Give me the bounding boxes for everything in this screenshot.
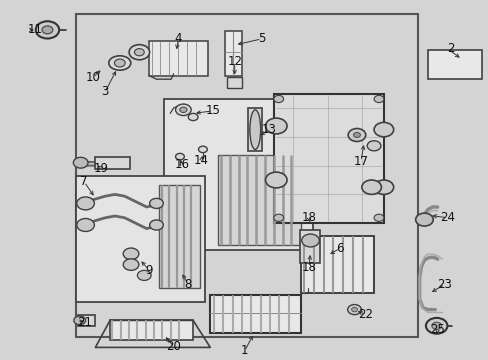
Bar (76, 176, 205, 302)
Bar (224, 31, 242, 76)
Ellipse shape (42, 26, 53, 34)
Circle shape (373, 122, 393, 137)
Text: 16: 16 (174, 158, 189, 171)
Text: 19: 19 (94, 162, 108, 175)
Circle shape (74, 316, 85, 325)
Ellipse shape (188, 113, 198, 121)
Bar (110, 320, 193, 340)
Text: 14: 14 (194, 154, 208, 167)
Text: 25: 25 (429, 323, 444, 336)
Bar (217, 155, 300, 245)
Text: 6: 6 (335, 242, 343, 255)
Circle shape (273, 95, 283, 103)
Circle shape (353, 132, 360, 138)
Circle shape (431, 322, 441, 329)
Text: 17: 17 (353, 155, 367, 168)
Ellipse shape (198, 146, 207, 153)
Circle shape (373, 214, 383, 221)
Ellipse shape (180, 107, 186, 112)
Circle shape (149, 198, 163, 208)
Text: 13: 13 (261, 123, 276, 136)
Bar (300, 236, 373, 293)
Circle shape (373, 180, 393, 194)
Circle shape (73, 157, 88, 168)
Circle shape (373, 95, 383, 103)
Text: 24: 24 (439, 211, 454, 224)
Ellipse shape (249, 110, 260, 149)
Text: 5: 5 (257, 32, 265, 45)
Text: 2: 2 (447, 42, 454, 55)
Circle shape (123, 259, 139, 270)
Circle shape (273, 214, 283, 221)
Ellipse shape (108, 56, 130, 70)
Bar (248, 108, 261, 151)
Ellipse shape (134, 49, 144, 56)
Text: 3: 3 (101, 85, 109, 98)
Bar (76, 14, 417, 337)
Bar (78, 315, 95, 326)
Bar (300, 230, 320, 263)
Text: 11: 11 (27, 23, 42, 36)
Text: 23: 23 (437, 278, 451, 291)
Circle shape (301, 234, 319, 247)
Circle shape (123, 248, 139, 260)
Text: 7: 7 (80, 175, 88, 188)
Bar (149, 41, 207, 76)
Circle shape (361, 180, 381, 194)
Ellipse shape (175, 104, 191, 116)
Circle shape (149, 220, 163, 230)
Text: 9: 9 (145, 264, 153, 276)
Bar (210, 295, 300, 333)
Bar (427, 50, 481, 79)
Text: 1: 1 (240, 345, 248, 357)
Circle shape (415, 213, 432, 226)
Text: 4: 4 (174, 32, 182, 45)
Circle shape (366, 141, 380, 151)
Text: 22: 22 (358, 308, 372, 321)
Circle shape (137, 270, 151, 280)
Text: 20: 20 (166, 340, 181, 353)
Circle shape (77, 219, 94, 231)
Circle shape (425, 318, 447, 334)
Ellipse shape (129, 45, 149, 60)
Ellipse shape (36, 21, 59, 39)
Text: 12: 12 (227, 55, 242, 68)
Circle shape (265, 172, 286, 188)
Circle shape (347, 305, 361, 315)
Bar (159, 185, 200, 288)
Ellipse shape (175, 153, 184, 160)
Bar (95, 157, 129, 169)
Bar (163, 99, 312, 250)
Text: 8: 8 (184, 278, 192, 291)
Circle shape (77, 197, 94, 210)
Circle shape (347, 129, 365, 141)
Text: 18: 18 (301, 261, 316, 274)
Bar (227, 77, 242, 88)
Text: 18: 18 (301, 211, 316, 224)
Circle shape (351, 307, 357, 312)
Text: 15: 15 (205, 104, 220, 117)
Bar (273, 94, 383, 223)
Circle shape (265, 118, 286, 134)
Text: 10: 10 (85, 71, 100, 84)
Ellipse shape (114, 59, 125, 67)
Text: 21: 21 (77, 316, 92, 329)
